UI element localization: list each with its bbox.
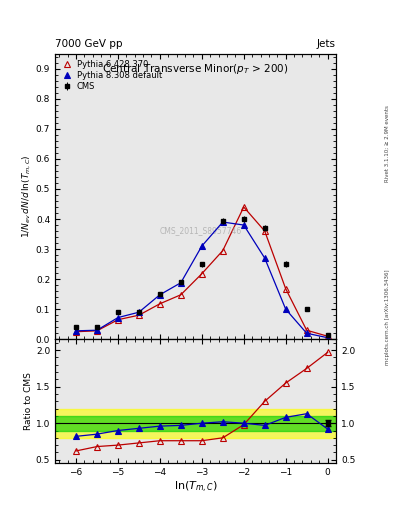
Pythia 8.308 default xyxy=(220,219,225,225)
Pythia 6.428 370 xyxy=(95,328,99,334)
Text: Jets: Jets xyxy=(317,38,336,49)
Bar xyxy=(55,409,336,438)
Pythia 8.308 default xyxy=(73,328,78,334)
Pythia 8.308 default xyxy=(304,330,309,336)
Pythia 6.428 370 xyxy=(73,329,78,335)
Pythia 8.308 default xyxy=(200,243,204,249)
X-axis label: $\ln(T_{m,C})$: $\ln(T_{m,C})$ xyxy=(173,480,218,495)
Pythia 6.428 370 xyxy=(178,292,183,298)
Text: Central Transverse Minor($p_{\mathit{T}}$ > 200): Central Transverse Minor($p_{\mathit{T}}… xyxy=(102,62,289,76)
Pythia 6.428 370 xyxy=(304,327,309,333)
Legend: Pythia 6.428 370, Pythia 8.308 default, CMS: Pythia 6.428 370, Pythia 8.308 default, … xyxy=(57,56,165,94)
Pythia 6.428 370 xyxy=(241,204,246,210)
Pythia 6.428 370 xyxy=(116,316,120,323)
Text: Rivet 3.1.10; ≥ 2.9M events: Rivet 3.1.10; ≥ 2.9M events xyxy=(385,105,390,182)
Pythia 8.308 default xyxy=(95,327,99,333)
Line: Pythia 6.428 370: Pythia 6.428 370 xyxy=(73,204,331,339)
Pythia 8.308 default xyxy=(158,292,162,298)
Line: Pythia 8.308 default: Pythia 8.308 default xyxy=(73,219,331,341)
Text: 7000 GeV pp: 7000 GeV pp xyxy=(55,38,123,49)
Pythia 8.308 default xyxy=(116,314,120,321)
Pythia 6.428 370 xyxy=(136,312,141,318)
Y-axis label: $1/N_{ev}\,dN/d\,\ln(T_{m,C})$: $1/N_{ev}\,dN/d\,\ln(T_{m,C})$ xyxy=(21,155,33,238)
Pythia 6.428 370 xyxy=(283,286,288,292)
Pythia 8.308 default xyxy=(263,255,267,261)
Y-axis label: Ratio to CMS: Ratio to CMS xyxy=(24,372,33,430)
Pythia 8.308 default xyxy=(178,280,183,286)
Text: CMS_2011_S8957746: CMS_2011_S8957746 xyxy=(160,226,242,235)
Bar xyxy=(55,416,336,431)
Pythia 8.308 default xyxy=(241,222,246,228)
Pythia 8.308 default xyxy=(136,309,141,315)
Pythia 6.428 370 xyxy=(325,333,330,339)
Pythia 6.428 370 xyxy=(220,247,225,253)
Pythia 6.428 370 xyxy=(158,301,162,307)
Text: mcplots.cern.ch [arXiv:1306.3436]: mcplots.cern.ch [arXiv:1306.3436] xyxy=(385,270,390,365)
Pythia 6.428 370 xyxy=(200,271,204,277)
Pythia 8.308 default xyxy=(325,335,330,341)
Pythia 8.308 default xyxy=(283,306,288,312)
Pythia 6.428 370 xyxy=(263,228,267,234)
